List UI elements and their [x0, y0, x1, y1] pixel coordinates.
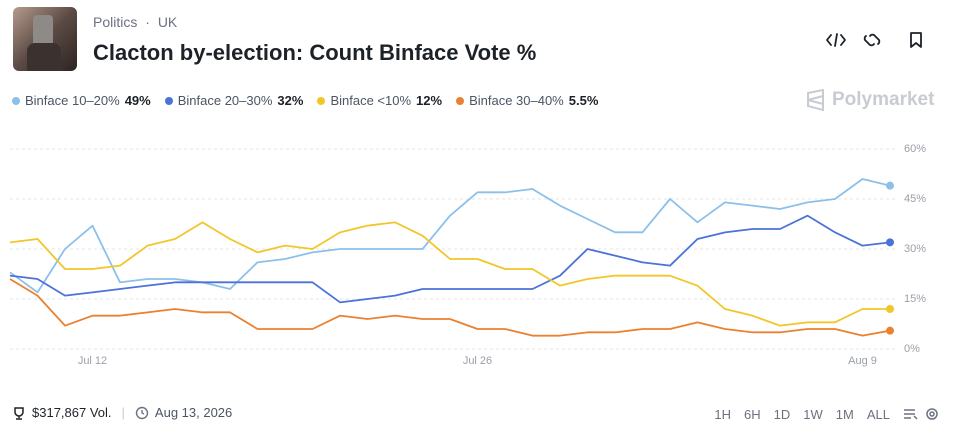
- x-tick-label: Aug 9: [848, 355, 877, 367]
- range-button[interactable]: ALL: [866, 406, 890, 422]
- y-tick-label: 0%: [904, 343, 920, 355]
- chart: 0% 15% 30% 45% 60% Jul 12 Jul 26 Aug 9: [9, 143, 926, 367]
- end-point: [886, 305, 894, 313]
- category[interactable]: Politics: [93, 14, 138, 30]
- legend-dot: [317, 96, 326, 105]
- legend-item: Binface <10% 12%: [317, 93, 442, 108]
- x-tick-label: Jul 12: [78, 355, 107, 367]
- brand: Polymarket: [806, 89, 934, 111]
- legend-dot: [456, 96, 465, 105]
- legend-dot: [164, 96, 173, 105]
- link-button[interactable]: [863, 33, 881, 47]
- market-image: [13, 7, 77, 71]
- legend-value: 32%: [277, 93, 304, 108]
- end-point: [886, 238, 894, 247]
- range-button[interactable]: 1H: [714, 406, 732, 422]
- subcategory[interactable]: UK: [157, 14, 178, 30]
- legend-item: Binface 20–30% 32%: [164, 93, 304, 108]
- legend-label: Binface 20–30%: [177, 93, 273, 108]
- legend-label: Binface <10%: [330, 93, 412, 108]
- y-tick-label: 30%: [904, 243, 926, 255]
- end-date: Aug 13, 2026: [154, 405, 233, 420]
- legend-dot: [12, 96, 20, 105]
- series-line: [9, 221, 890, 327]
- x-tick-label: Jul 26: [463, 355, 492, 367]
- brand-name: Polymarket: [832, 89, 935, 110]
- legend-label: Binface 10–20%: [25, 93, 120, 108]
- brand-logo: [807, 89, 824, 111]
- legend-item: Binface 10–20% 49%: [12, 93, 151, 108]
- actions: [826, 32, 922, 48]
- y-tick-label: 60%: [904, 143, 926, 155]
- legend: Binface 10–20% 49% Binface 20–30% 32% Binfac…: [12, 93, 598, 108]
- legend-value: 5.5%: [568, 93, 599, 108]
- range-button[interactable]: 1M: [835, 406, 854, 422]
- range-selector: 1H 6H 1D 1W 1M ALL: [714, 406, 939, 422]
- range-button[interactable]: 6H: [744, 406, 761, 422]
- legend-value: 49%: [124, 93, 151, 108]
- y-tick-label: 15%: [904, 293, 926, 305]
- legend-value: 12%: [416, 93, 443, 108]
- series-line: [9, 178, 891, 294]
- volume: $317,867 Vol.: [32, 405, 112, 420]
- legend-item: Binface 30–40% 5.5%: [456, 93, 598, 108]
- trophy-icon: [14, 406, 24, 420]
- series-line: [9, 278, 891, 337]
- footer: $317,867 Vol. | Aug 13, 2026: [12, 405, 232, 420]
- end-point: [886, 326, 894, 335]
- series-line: [9, 214, 891, 304]
- range-button[interactable]: 1D: [773, 406, 791, 422]
- title: Clacton by-election: Count Binface Vote …: [93, 40, 537, 65]
- y-tick-label: 45%: [904, 193, 926, 205]
- breadcrumb: Politics · UK: [93, 14, 178, 30]
- clock-icon: [135, 406, 149, 419]
- legend-label: Binface 30–40%: [469, 93, 564, 108]
- end-point: [886, 181, 894, 190]
- chart-settings[interactable]: [903, 406, 939, 422]
- bookmark-button[interactable]: [910, 32, 922, 48]
- range-button[interactable]: 1W: [803, 406, 823, 422]
- embed-button[interactable]: [826, 33, 846, 47]
